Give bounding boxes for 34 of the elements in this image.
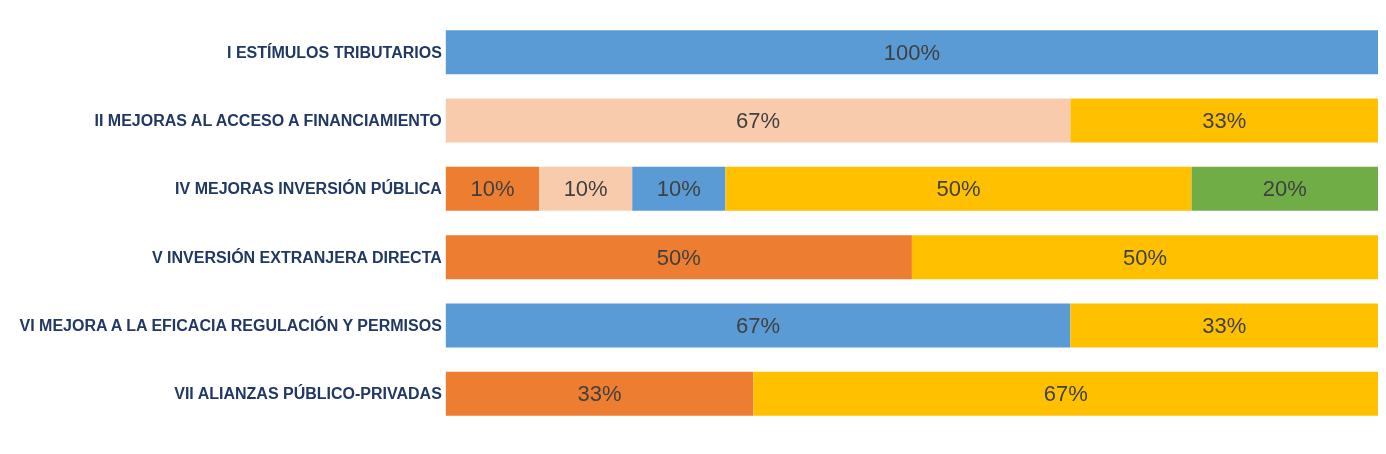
data-label: 33% <box>577 381 622 407</box>
bar <box>445 235 912 280</box>
data-label: 10% <box>656 176 701 202</box>
data-label: 33% <box>1202 108 1247 133</box>
y-tick-label: VII ALIANZAS PÚBLICO-PRIVADAS <box>174 384 443 403</box>
bar <box>632 166 726 211</box>
data-label: 67% <box>1043 381 1088 407</box>
bar <box>911 235 1378 280</box>
y-tick-label: V INVERSIÓN EXTRANJERA DIRECTA <box>152 247 443 266</box>
bar <box>445 371 754 416</box>
y-tick-label: II MEJORAS AL ACCESO A FINANCIAMIENTO <box>94 112 442 129</box>
bar <box>445 30 1378 75</box>
data-label: 20% <box>1262 176 1307 202</box>
data-label: 50% <box>656 244 701 270</box>
y-tick-label: VI MEJORA A LA EFICACIA REGULACIÓN Y PERMISOS <box>19 316 443 334</box>
data-label: 50% <box>1122 244 1167 270</box>
bar <box>1070 98 1378 143</box>
bar <box>445 98 1071 143</box>
y-tick-label: IV MEJORAS INVERSIÓN PÚBLICA <box>175 179 443 198</box>
bar <box>1070 303 1378 348</box>
data-label: 10% <box>470 176 515 202</box>
data-label: 67% <box>736 108 781 133</box>
y-tick-label: I ESTÍMULOS TRIBUTARIOS <box>227 42 443 61</box>
data-label: 67% <box>736 313 781 338</box>
data-label: 50% <box>936 176 981 202</box>
data-label: 33% <box>1202 313 1247 338</box>
bar <box>1191 166 1378 211</box>
bar <box>445 166 540 211</box>
data-label: 10% <box>563 176 608 202</box>
bar <box>445 303 1071 348</box>
data-label: 100% <box>883 39 941 65</box>
bar <box>753 371 1378 416</box>
bar <box>539 166 633 211</box>
bar <box>725 166 1192 211</box>
